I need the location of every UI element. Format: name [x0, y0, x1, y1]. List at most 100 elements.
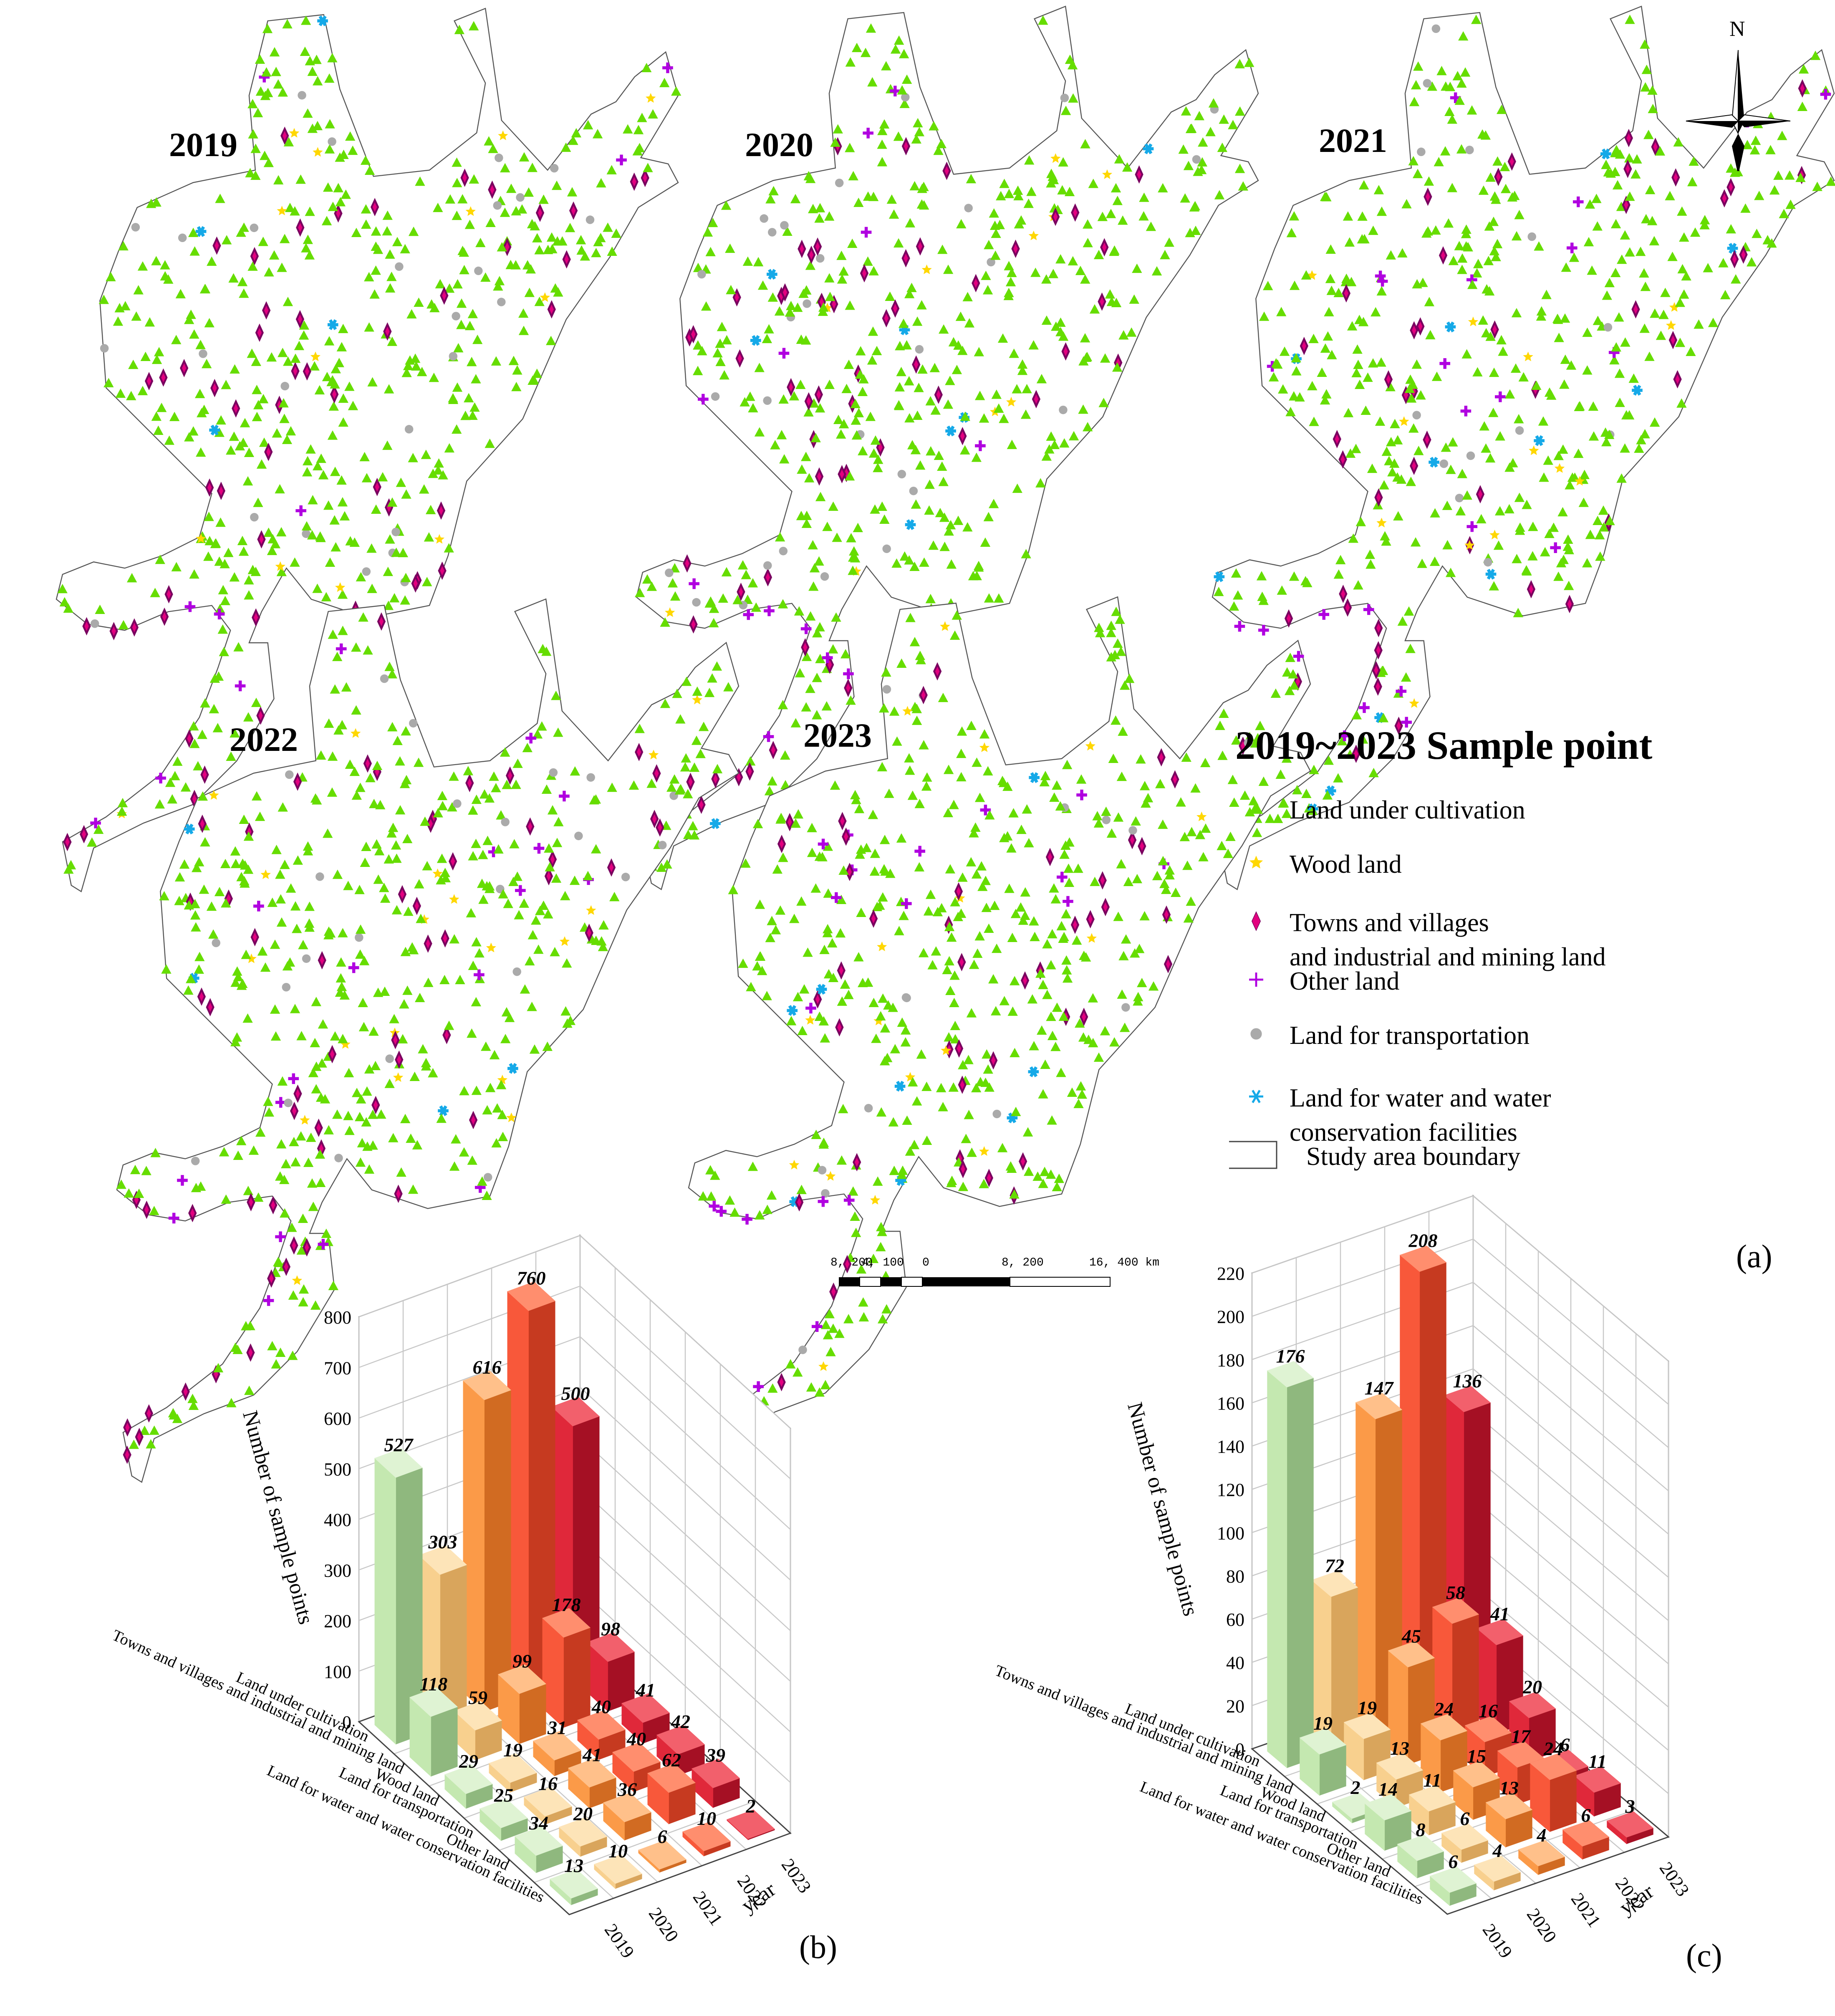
triangle-marker	[1810, 51, 1821, 60]
diamond-marker	[972, 274, 980, 293]
bar: 4	[1518, 1824, 1565, 1875]
triangle-marker	[843, 359, 854, 369]
triangle-marker	[988, 974, 999, 984]
triangle-marker	[351, 1088, 362, 1097]
triangle-marker	[1079, 950, 1089, 960]
triangle-marker	[1639, 268, 1649, 278]
triangle-marker	[1408, 423, 1419, 433]
triangle-marker	[361, 841, 371, 851]
plus-marker	[914, 846, 925, 857]
triangle-marker	[1359, 180, 1369, 189]
triangle-marker	[437, 791, 448, 801]
triangle-marker	[848, 171, 858, 181]
triangle-marker	[388, 1133, 399, 1142]
triangle-marker	[156, 402, 167, 412]
bar-value-label: 8	[1416, 1819, 1426, 1840]
triangle-marker	[984, 923, 994, 933]
triangle-marker	[1044, 444, 1055, 454]
diamond-marker	[328, 1045, 337, 1064]
triangle-marker	[873, 455, 883, 464]
triangle-marker	[489, 1050, 500, 1060]
triangle-marker	[527, 162, 538, 172]
triangle-marker	[155, 554, 165, 564]
diamond-marker	[548, 850, 557, 869]
triangle-marker	[468, 960, 478, 970]
triangle-marker	[1083, 1034, 1094, 1044]
triangle-marker	[899, 551, 910, 561]
triangle-marker	[387, 336, 397, 346]
bar-value-label: 6	[1581, 1804, 1591, 1826]
triangle-marker	[1133, 996, 1143, 1006]
triangle-marker	[389, 1014, 399, 1023]
dot-marker	[711, 392, 720, 401]
triangle-marker	[794, 606, 805, 616]
triangle-marker	[1565, 480, 1575, 490]
triangle-marker	[938, 692, 949, 702]
triangle-marker	[310, 1038, 320, 1048]
triangle-marker	[316, 750, 326, 760]
star-marker	[246, 953, 257, 963]
map-title-2020: 2020	[745, 126, 813, 164]
diamond-marker	[912, 355, 921, 374]
triangle-marker	[323, 718, 334, 728]
triangle-marker	[1595, 551, 1605, 561]
panel-label-c: (c)	[1686, 1937, 1722, 1973]
triangle-marker	[304, 250, 315, 260]
triangle-marker	[200, 837, 210, 847]
triangle-marker	[747, 578, 758, 588]
legend-label: Other land	[1290, 967, 1400, 995]
triangle-marker	[1171, 887, 1181, 897]
triangle-marker	[901, 1025, 911, 1035]
map-title-2019: 2019	[169, 126, 237, 164]
triangle-marker	[822, 521, 833, 531]
triangle-marker	[1480, 130, 1491, 140]
asterisk-marker	[1445, 321, 1456, 333]
triangle-marker	[1352, 344, 1363, 354]
triangle-marker	[879, 834, 890, 844]
triangle-marker	[1640, 429, 1650, 439]
triangle-marker	[401, 726, 411, 736]
dot-marker	[453, 799, 462, 808]
triangle-marker	[1320, 343, 1331, 353]
triangle-marker	[355, 949, 366, 959]
bar: 208	[1399, 1230, 1447, 1722]
triangle-marker	[1233, 590, 1243, 600]
triangle-marker	[1368, 358, 1378, 368]
triangle-marker	[980, 1077, 991, 1087]
triangle-marker	[772, 864, 782, 874]
triangle-marker	[466, 908, 476, 917]
triangle-marker	[1042, 939, 1053, 949]
plus-marker	[533, 843, 545, 854]
triangle-marker	[482, 836, 493, 845]
triangle-marker	[251, 791, 262, 801]
triangle-marker	[369, 289, 380, 299]
triangle-marker	[283, 296, 293, 306]
triangle-marker	[364, 272, 374, 282]
triangle-marker	[398, 548, 409, 557]
triangle-marker	[1740, 203, 1751, 213]
triangle-marker	[1412, 169, 1423, 178]
triangle-marker	[1289, 211, 1300, 221]
triangle-marker	[467, 309, 478, 318]
bar-value-label: 41	[636, 1679, 655, 1700]
triangle-marker	[164, 435, 174, 445]
triangle-marker	[420, 816, 430, 826]
triangle-marker	[226, 751, 236, 761]
triangle-marker	[936, 139, 947, 149]
triangle-marker	[861, 843, 872, 852]
triangle-marker	[853, 523, 863, 532]
triangle-marker	[1681, 271, 1691, 281]
star-marker	[289, 128, 300, 138]
asterisk-marker	[1143, 143, 1154, 154]
triangle-marker	[1582, 365, 1593, 375]
triangle-marker	[958, 1182, 969, 1191]
dot-marker	[882, 685, 891, 694]
triangle-marker	[961, 1134, 971, 1143]
triangle-marker	[512, 365, 522, 375]
triangle-marker	[1462, 490, 1472, 500]
triangle-marker	[868, 266, 879, 275]
triangle-marker	[332, 869, 343, 879]
triangle-marker	[955, 311, 966, 321]
triangle-marker	[946, 559, 957, 569]
triangle-marker	[992, 943, 1002, 953]
